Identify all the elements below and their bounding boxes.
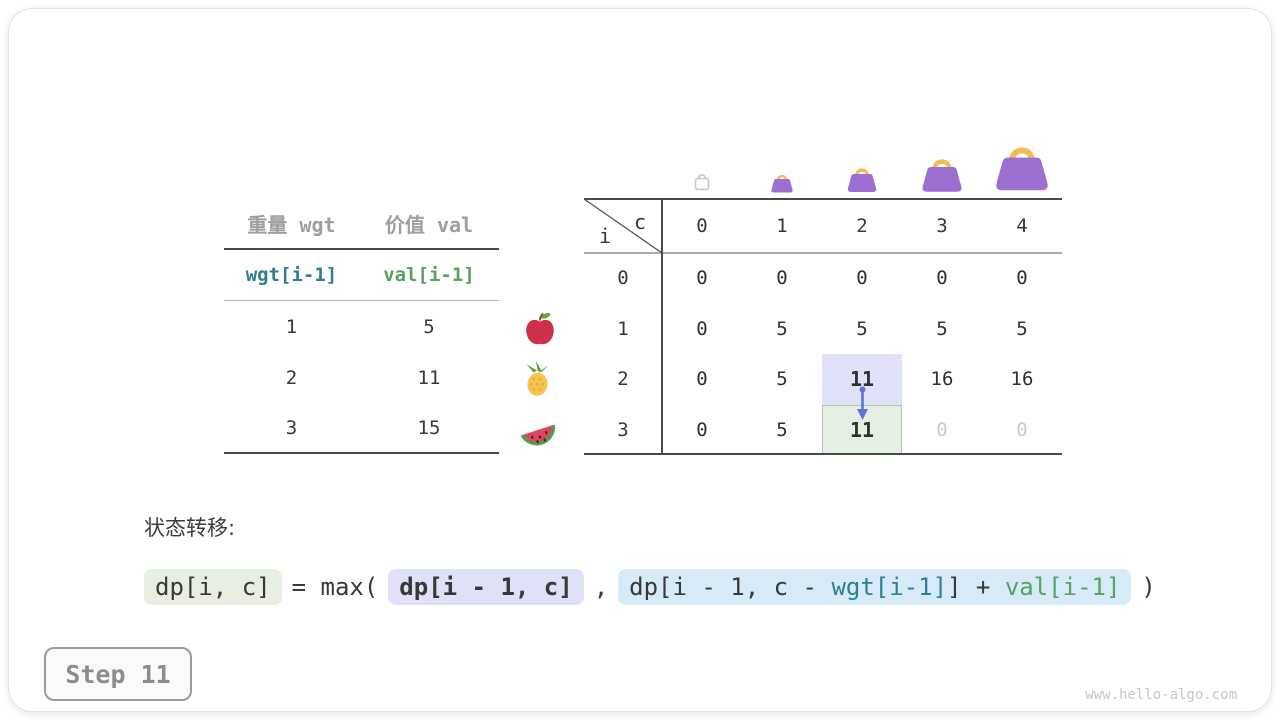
item-weight: 2 [285,366,298,389]
value-header: 价值 val [384,213,474,237]
dp-table-top-line [584,198,1062,200]
diagonal-line [583,198,663,254]
dp-cell-r1c0: 0 [696,317,708,340]
dp-cell-r0c0: 0 [696,267,708,290]
dp-cell-r1c4: 5 [1016,317,1028,340]
dp-cell-r3c4: 0 [1016,418,1028,441]
items-table: 重量 wgt 价值 val wgt[i-1] val[i-1] 1 5 2 11… [224,199,499,454]
dp-cell-r0c2: 0 [856,267,868,290]
dp-cell-r3c1: 5 [776,418,788,441]
dp-col-header-2: 2 [856,215,868,237]
transfer-arrow-icon [857,386,868,420]
dp-cell-r2c3: 16 [930,368,954,391]
dp-row-label-0: 0 [617,267,629,290]
dp-cell-r2c4: 16 [1010,368,1034,391]
wgt-formula-label: wgt[i-1] [245,264,338,286]
corner-col-label: c [634,210,647,234]
dp-cell-r0c3: 0 [936,267,948,290]
dp-col-header-1: 1 [776,215,788,237]
dp-cell-r2c0: 0 [696,368,708,391]
dp-corner-cell: c i [583,198,663,254]
bag-icon-capacity-3 [922,159,962,192]
dp-vertical-line [661,199,663,455]
formula-arg2: dp[i - 1, c - wgt[i-1]] + val[i-1] [618,569,1132,605]
dp-cell-r3c0: 0 [696,418,708,441]
item-weight: 3 [285,416,298,439]
dp-cell-r2c1: 5 [776,368,788,391]
formula-close-paren: ) [1141,573,1156,601]
item-value: 15 [417,416,441,439]
dp-row-label-1: 1 [617,317,629,340]
slide-card: 重量 wgt 价值 val wgt[i-1] val[i-1] 1 5 2 11… [8,8,1272,712]
item-row-1: 1 5 [224,301,499,352]
items-table-header: 重量 wgt 价值 val [224,199,499,250]
dp-row-label-2: 2 [617,368,629,391]
formula-arg2-prefix: dp[i - 1, c - [629,573,832,601]
bag-icon-capacity-1 [771,174,793,193]
dp-col-headers: 0 1 2 3 4 [662,199,1062,253]
item-weight: 1 [285,315,298,338]
apple-icon [526,312,554,345]
dp-table-bottom-line [584,453,1062,455]
item-value: 5 [423,315,435,338]
step-badge: Step 11 [44,647,192,701]
item-value: 11 [417,366,441,389]
formula-arg1: dp[i - 1, c] [388,569,584,605]
dp-cell-r1c1: 5 [776,317,788,340]
formula-arg2-wgt-token: wgt[i-1] [831,573,948,601]
dp-col-header-3: 3 [936,215,948,237]
dp-col-header-4: 4 [1016,215,1028,237]
item-row-3: 3 15 [224,403,499,454]
dp-cell-r1c2: 5 [856,317,868,340]
site-url: www.hello-algo.com [1085,687,1237,703]
dp-cell-r1c3: 5 [936,317,948,340]
item-row-2: 2 11 [224,352,499,403]
watermelon-icon [520,424,555,446]
dp-table-body: 0 0 0 0 0 0 5 5 5 5 0 5 11 16 16 0 5 11 … [662,253,1062,455]
dp-header-separator-line [584,252,1062,254]
dp-cell-r0c1: 0 [776,267,788,290]
weight-header: 重量 wgt [247,213,336,237]
formula-lhs: dp[i, c] [144,569,282,605]
corner-row-label: i [599,224,612,248]
items-table-subheader: wgt[i-1] val[i-1] [224,250,499,301]
dp-row-labels: 0 1 2 3 [584,253,662,455]
formula-eq-max: = max( [291,573,379,601]
bag-icon-capacity-2 [847,168,877,192]
bag-icon-capacity-4 [996,147,1048,191]
formula-comma: , [593,573,609,601]
dp-cell-r3c3: 0 [936,418,948,441]
dp-cell-r0c4: 0 [1016,267,1028,290]
formula-arg2-mid: ] + [947,573,1005,601]
transition-label: 状态转移: [144,516,236,540]
transition-formula: dp[i, c] = max( dp[i - 1, c] , dp[i - 1,… [144,569,1156,605]
dp-col-header-0: 0 [696,215,708,237]
val-formula-label: val[i-1] [383,264,475,286]
pineapple-icon [526,361,549,396]
bag-icon-capacity-0 [694,174,710,191]
formula-arg2-val-token: val[i-1] [1004,573,1121,601]
dp-row-label-3: 3 [617,418,629,441]
